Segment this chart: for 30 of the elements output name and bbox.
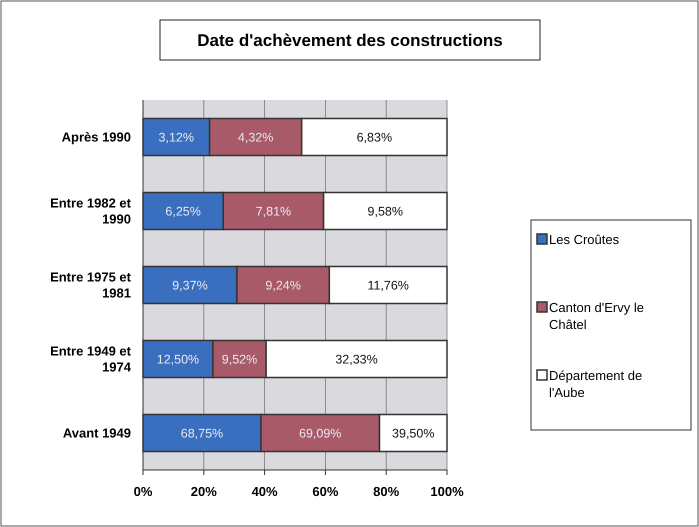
annotation: 9,24% — [265, 278, 301, 292]
y-tick-label: Entre 1949 et 1974 — [50, 344, 132, 374]
y-tick-label: Avant 1949 — [62, 426, 131, 440]
chart-title: Date d'achèvement des constructions — [197, 31, 503, 50]
x-tick-label: 20% — [190, 484, 218, 499]
x-tick-label: 0% — [134, 484, 153, 499]
annotation: 4,32% — [238, 130, 274, 144]
annotation: 9,58% — [368, 204, 404, 218]
y-tick-label: Après 1990 — [62, 130, 131, 144]
annotation: 6,83% — [356, 130, 392, 144]
x-tick-label: 80% — [373, 484, 400, 499]
annotation: 9,52% — [222, 352, 258, 366]
annotation: 39,50% — [392, 426, 434, 440]
annotation: 11,76% — [367, 278, 409, 292]
y-tick-label: Entre 1975 et 1981 — [50, 270, 132, 300]
x-tick-label: 40% — [252, 484, 278, 499]
annotation: 32,33% — [335, 352, 378, 366]
annotation: 7,81% — [256, 204, 292, 218]
legend-label: Canton d'Ervy le Châtel — [549, 300, 644, 332]
annotation: 9,37% — [172, 278, 208, 292]
annotation: 12,50% — [156, 352, 200, 366]
legend-label: Les Croûtes — [549, 232, 620, 247]
x-tick-label: 60% — [312, 484, 339, 499]
annotation: 3,12% — [158, 130, 194, 144]
annotation: 6,25% — [165, 204, 201, 218]
legend-label: Département de l'Aube — [549, 368, 642, 400]
y-tick-label: Entre 1982 et 1990 — [50, 196, 132, 226]
annotation: 69,09% — [299, 426, 342, 440]
x-tick-label: 100% — [430, 484, 464, 499]
annotation: 68,75% — [180, 426, 224, 440]
